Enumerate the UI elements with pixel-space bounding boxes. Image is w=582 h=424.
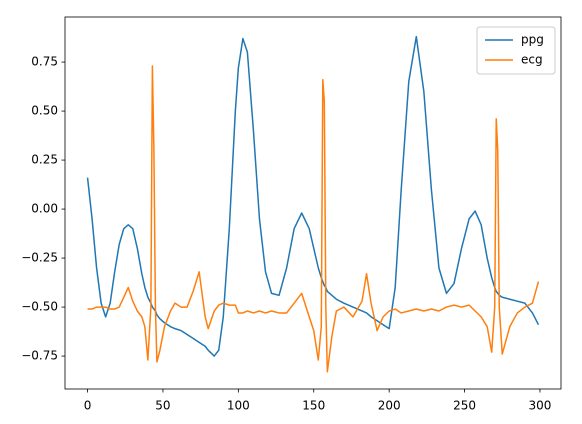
series-line	[86, 35, 540, 357]
plot-frame	[64, 16, 562, 390]
legend-label: ecg	[521, 53, 543, 67]
y-tick-label: 0.00	[31, 202, 58, 216]
y-tick-label: −0.25	[21, 251, 58, 265]
legend-box	[476, 26, 556, 75]
legend-label: ppg	[521, 33, 544, 47]
y-tick-label: −0.75	[21, 349, 58, 363]
x-tick-label: 100	[227, 399, 250, 413]
y-tick-label: 0.75	[31, 55, 58, 69]
y-tick-label: 0.25	[31, 153, 58, 167]
legend: ppg ecg	[476, 26, 556, 75]
x-tick-label: 50	[155, 399, 170, 413]
x-tick-label: 300	[529, 399, 552, 413]
x-tick-label: 0	[84, 399, 92, 413]
x-tick-label: 200	[378, 399, 401, 413]
y-tick-label: −0.50	[21, 300, 58, 314]
series-line	[87, 65, 540, 373]
x-tick-label: 150	[302, 399, 325, 413]
x-tick-label: 250	[453, 399, 476, 413]
y-tick-label: 0.50	[31, 104, 58, 118]
